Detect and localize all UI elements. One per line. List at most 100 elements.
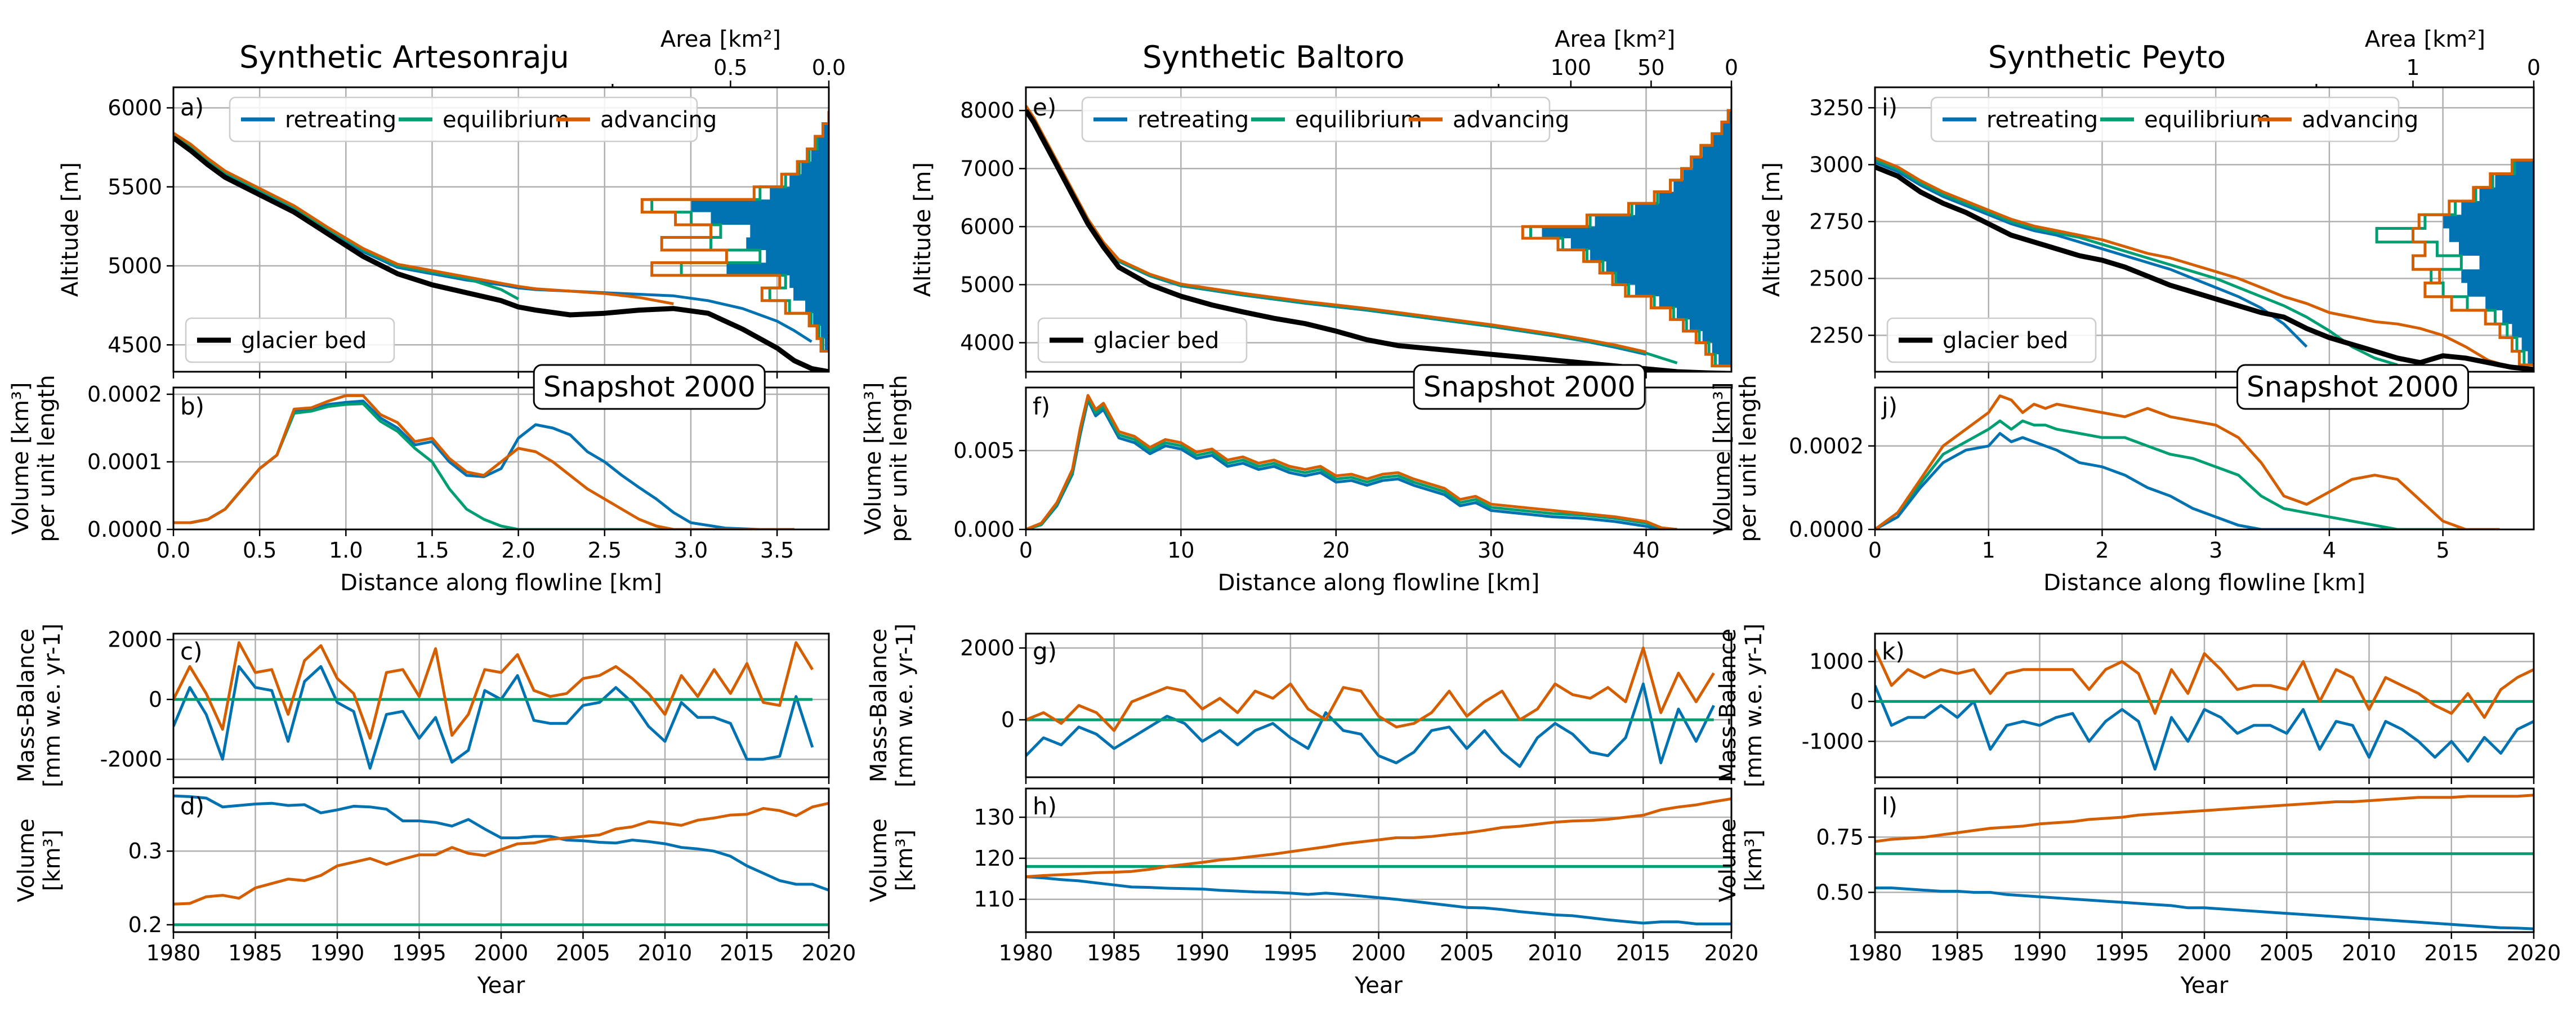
y-tick-label: 0.0000 bbox=[1789, 517, 1864, 542]
line-advancing bbox=[1875, 794, 2534, 843]
chart-title: Synthetic Artesonraju bbox=[239, 39, 569, 75]
y-tick-label: 5000 bbox=[108, 253, 162, 278]
snapshot-label: Snapshot 2000 bbox=[2247, 371, 2459, 403]
x-tick-label: 5 bbox=[2436, 538, 2450, 563]
y-tick-label: 130 bbox=[974, 805, 1015, 830]
panel-c: -2000 0 2000 Mass-Balance [mm w.e. yr-1] c) bbox=[14, 623, 830, 787]
line-retreating bbox=[173, 665, 814, 770]
x-tick-label: 20 bbox=[1323, 538, 1350, 563]
x-tick-label: 3.5 bbox=[760, 538, 794, 563]
x-tick-label: 2010 bbox=[2342, 941, 2396, 965]
area-histogram-advancing bbox=[640, 111, 829, 353]
y-tick-label: 6000 bbox=[108, 95, 162, 120]
axes-frame bbox=[1025, 386, 1733, 531]
panel-l: 0.50 0.75 1980 1985 1990 1995 2000 2005 2010 2015… bbox=[1715, 787, 2561, 999]
line-retreating bbox=[1026, 398, 1677, 529]
axes-frame bbox=[1874, 386, 2535, 531]
panel-label: j) bbox=[1881, 393, 1898, 420]
line-equilibrium bbox=[1875, 158, 2398, 367]
y-axis-label: Volume [km³] bbox=[1709, 382, 1735, 535]
x-tick-label: 3 bbox=[2209, 538, 2222, 563]
legend-label-bed: glacier bed bbox=[241, 328, 367, 354]
line-retreating bbox=[1875, 432, 2500, 529]
x-tick-label: 1985 bbox=[1930, 941, 1985, 965]
legend-label-advancing: advancing bbox=[600, 107, 717, 133]
area-histogram-retreating bbox=[691, 111, 829, 351]
line-retreating bbox=[1875, 685, 2534, 771]
y-axis-label: Volume bbox=[866, 818, 892, 902]
y-tick-label: 1000 bbox=[1809, 649, 1864, 674]
x-tick-label: 1995 bbox=[392, 941, 447, 965]
y-tick-label: 0.000 bbox=[953, 517, 1015, 542]
legend: retreating equilibrium advancing bbox=[229, 96, 717, 142]
x-tick-label: 2 bbox=[2095, 538, 2109, 563]
x-tick-label: 1990 bbox=[310, 941, 365, 965]
y-tick-label: 0.2 bbox=[128, 912, 162, 937]
y-tick-label: 8000 bbox=[960, 98, 1015, 123]
legend-bed: glacier bed bbox=[1886, 317, 2097, 363]
y-axis-label: per unit length bbox=[886, 375, 912, 542]
panel-e: 100 50 0 Area [km²] 4000 5000 6000 7000 8000 Alti… bbox=[910, 26, 1738, 378]
area-tick-label: 50 bbox=[1637, 55, 1664, 80]
y-tick-label: 0 bbox=[1850, 689, 1864, 714]
y-tick-label: 2000 bbox=[960, 636, 1015, 661]
legend-label-equilibrium: equilibrium bbox=[443, 107, 570, 133]
area-histogram-advancing bbox=[2412, 158, 2534, 367]
legend-box bbox=[185, 317, 395, 363]
x-tick-label: 2.0 bbox=[501, 538, 535, 563]
x-tick-label: 1.0 bbox=[329, 538, 363, 563]
area-histogram-advancing bbox=[1521, 109, 1731, 368]
area-axis-label: Area [km²] bbox=[2365, 26, 2485, 52]
x-tick-label: 1980 bbox=[146, 941, 201, 965]
snapshot-label: Snapshot 2000 bbox=[1423, 371, 1636, 403]
x-axis-label: Year bbox=[477, 973, 525, 999]
y-tick-label: 2000 bbox=[108, 627, 162, 652]
y-tick-label: 110 bbox=[974, 887, 1015, 912]
panel-d: 0.2 0.3 1980 1985 1990 1995 2000 2005 2010 2015 20… bbox=[14, 787, 856, 999]
x-tick-label: 2005 bbox=[1440, 941, 1494, 965]
x-tick-label: 1995 bbox=[2095, 941, 2149, 965]
area-histogram-retreating bbox=[1542, 110, 1731, 366]
x-tick-label: 2010 bbox=[1528, 941, 1582, 965]
axes-frame bbox=[172, 86, 830, 373]
y-axis-label: per unit length bbox=[1735, 375, 1761, 542]
chart-artesonraju: 0.5 0.0 Area [km²] 4500 5000 5500 6000 Altitude… bbox=[8, 26, 856, 999]
y-axis-label: Volume [km³] bbox=[8, 382, 34, 535]
area-tick-label: 0.5 bbox=[713, 55, 747, 80]
panel-label: g) bbox=[1033, 638, 1057, 665]
legend-label-retreating: retreating bbox=[1986, 107, 2098, 133]
snapshot-box bbox=[2236, 364, 2469, 410]
panel-label: a) bbox=[180, 93, 204, 121]
y-axis-label: Mass-Balance bbox=[866, 629, 892, 782]
y-axis-label: Altitude [m] bbox=[1759, 162, 1785, 297]
y-axis-label: [mm w.e. yr-1] bbox=[1741, 623, 1767, 787]
area-axis-label: Area [km²] bbox=[1555, 26, 1675, 52]
y-tick-label: 0.0002 bbox=[1789, 434, 1864, 458]
area-tick-label: 0 bbox=[1725, 55, 1738, 80]
x-tick-label: 2000 bbox=[474, 941, 529, 965]
y-tick-label: 0.50 bbox=[1816, 880, 1864, 905]
line-retreating bbox=[173, 794, 829, 892]
x-tick-label: 1.5 bbox=[415, 538, 449, 563]
y-tick-label: 5000 bbox=[960, 272, 1015, 297]
y-tick-label: 4500 bbox=[108, 332, 162, 357]
y-axis-label: Volume bbox=[14, 818, 39, 902]
panel-label: b) bbox=[180, 393, 204, 420]
x-tick-label: 1980 bbox=[1848, 941, 1903, 965]
axes-frame bbox=[1025, 86, 1733, 373]
y-tick-label: -2000 bbox=[100, 747, 162, 772]
y-axis-label: [km³] bbox=[39, 830, 65, 891]
y-tick-label: 0.3 bbox=[128, 839, 162, 863]
x-tick-label: 0 bbox=[1019, 538, 1033, 563]
x-tick-label: 30 bbox=[1477, 538, 1504, 563]
x-tick-label: 2000 bbox=[2177, 941, 2232, 965]
x-tick-label: 1995 bbox=[1264, 941, 1318, 965]
panel-g: 0 2000 Mass-Balance [mm w.e. yr-1] g) bbox=[866, 623, 1733, 787]
x-tick-label: 2020 bbox=[2507, 941, 2561, 965]
x-tick-label: 2005 bbox=[556, 941, 610, 965]
legend-label-retreating: retreating bbox=[1137, 107, 1249, 133]
x-tick-label: 2015 bbox=[1616, 941, 1671, 965]
